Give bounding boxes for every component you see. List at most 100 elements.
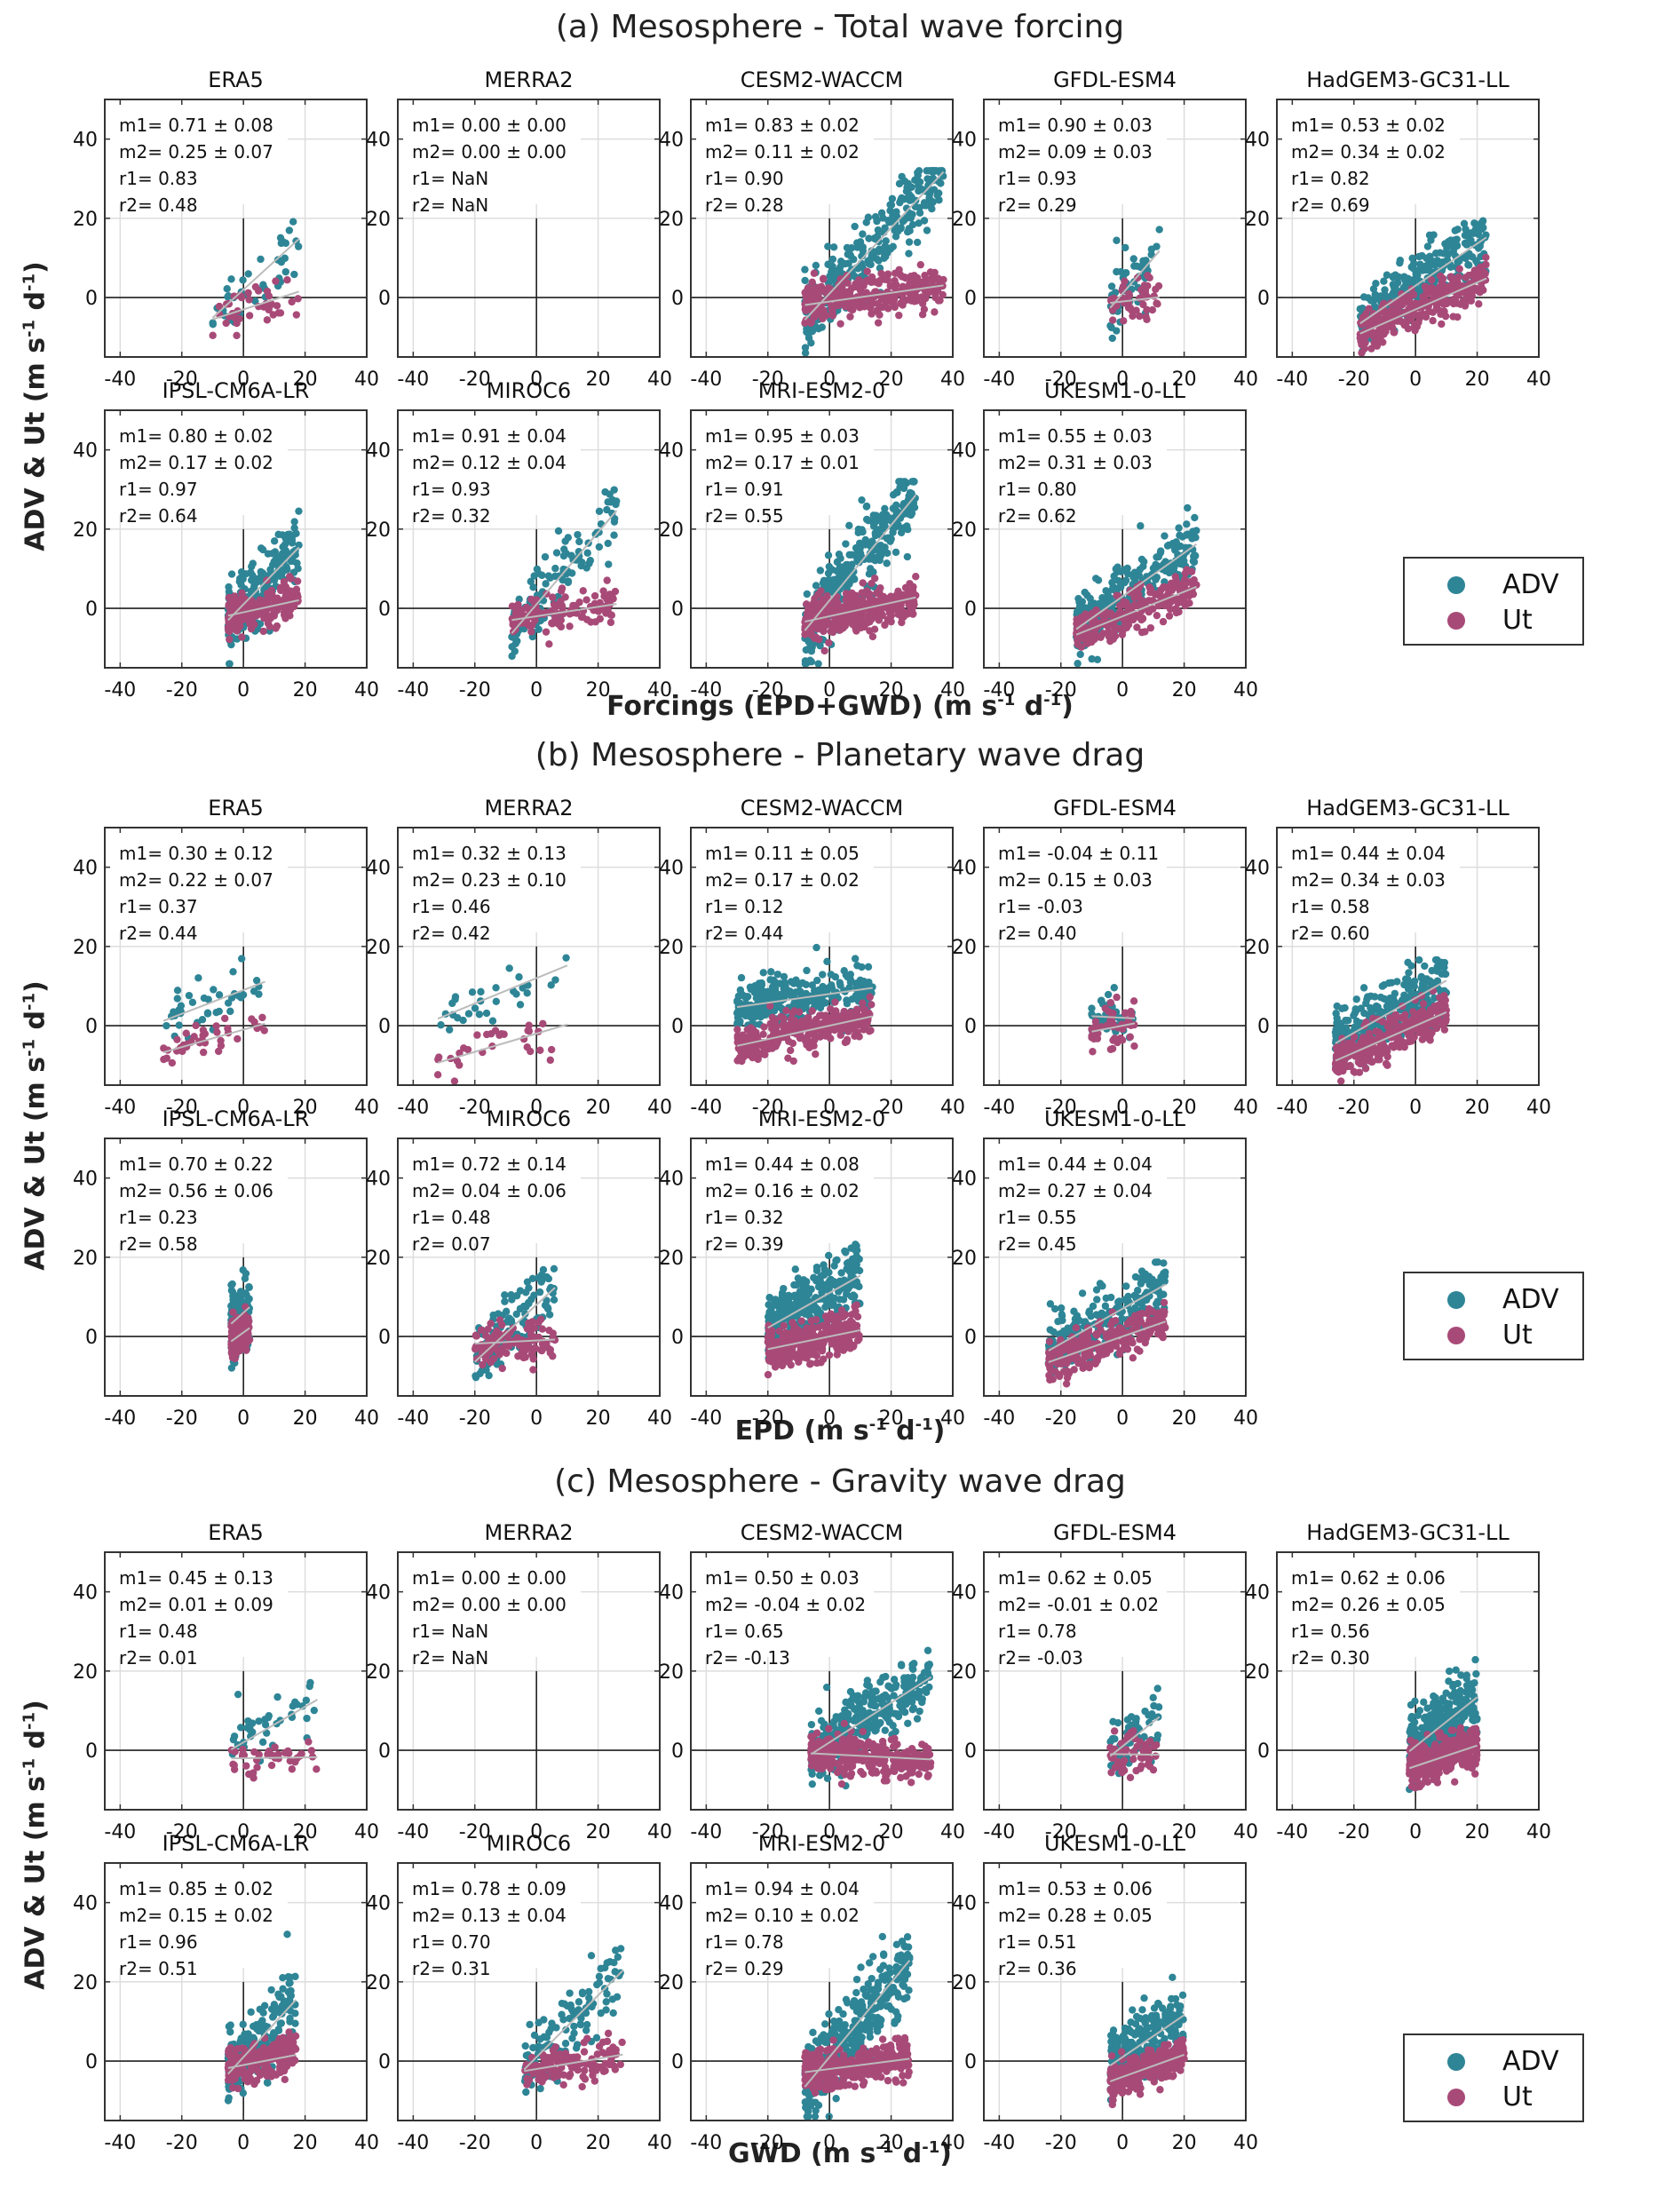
x-tick-label: 20 [1172, 679, 1197, 702]
adv-point [879, 214, 887, 222]
y-tick-label: 20 [952, 937, 977, 959]
legend-a: ADV Ut [1403, 557, 1584, 646]
ut-point [828, 312, 837, 320]
x-tick-label: -20 [1338, 369, 1370, 391]
ut-point [491, 1027, 500, 1035]
adv-point [273, 256, 282, 264]
y-tick-label: 40 [659, 130, 684, 152]
adv-point [1472, 257, 1480, 265]
x-tick-label: -40 [397, 1097, 429, 1119]
ut-point [916, 260, 924, 269]
ut-point [743, 1026, 751, 1034]
adv-point [1184, 503, 1192, 512]
adv-point [279, 543, 287, 551]
legend-item-ut: Ut [1405, 1318, 1582, 1353]
ut-point [777, 1012, 785, 1021]
adv-point [471, 1004, 479, 1012]
m1-annotation: m1= 0.53 ± 0.02 [1291, 115, 1446, 136]
ut-point [579, 587, 587, 595]
adv-point [764, 993, 772, 1001]
adv-point [477, 987, 485, 996]
adv-point [851, 955, 860, 963]
adv-point [290, 270, 298, 279]
adv-point [812, 261, 820, 270]
ut-point [849, 299, 857, 308]
ut-point [1118, 601, 1126, 609]
x-tick-label: 40 [1526, 369, 1551, 391]
ut-point [1130, 1042, 1138, 1050]
adv-point [920, 217, 929, 225]
adv-point [516, 1001, 525, 1009]
adv-point [1451, 239, 1459, 247]
m1-annotation: m1= 0.55 ± 0.03 [998, 425, 1153, 447]
ut-point [234, 1035, 242, 1043]
ut-point [1082, 610, 1090, 618]
ut-point [1089, 1048, 1097, 1056]
adv-point [1381, 286, 1389, 294]
x-tick-label: 0 [1116, 679, 1129, 702]
adv-point [1393, 978, 1401, 986]
ut-point [881, 275, 889, 283]
ut-point [1436, 284, 1444, 292]
ut-point [887, 617, 895, 626]
adv-point [227, 570, 236, 578]
m1-annotation: m1= 0.95 ± 0.03 [705, 425, 860, 447]
adv-point [816, 567, 825, 575]
ut-point [868, 310, 876, 318]
adv-point [1466, 229, 1475, 237]
adv-point [515, 973, 523, 981]
r1-annotation: r1= 0.83 [119, 168, 198, 189]
adv-point [1396, 256, 1405, 265]
adv-point [871, 518, 879, 527]
ut-point [912, 292, 921, 301]
adv-point [575, 537, 583, 546]
ut-point [450, 1077, 459, 1085]
ut-point [862, 277, 871, 285]
ut-point [909, 602, 917, 611]
adv-point [935, 196, 943, 204]
m2-annotation: m2= 0.09 ± 0.03 [998, 141, 1153, 163]
adv-point [1404, 975, 1412, 984]
ut-point [182, 1029, 190, 1037]
adv-point [475, 1011, 484, 1019]
ut-point [852, 1005, 861, 1013]
adv-point [801, 276, 809, 285]
adv-point [747, 985, 755, 994]
adv-point [864, 963, 873, 971]
section-title-b: (b) Mesosphere - Planetary wave drag [535, 737, 1145, 773]
adv-point [851, 575, 859, 583]
ut-point [1438, 320, 1446, 329]
ut-point [1358, 349, 1366, 357]
adv-point [527, 577, 535, 586]
adv-point [225, 660, 234, 668]
stats-background [403, 105, 581, 204]
ut-point [812, 1050, 820, 1058]
adv-point [226, 1007, 234, 1016]
ut-point [1394, 305, 1402, 313]
x-tick-label: 40 [940, 369, 965, 391]
ut-point [763, 1041, 771, 1049]
legend-item-ut: Ut [1405, 2080, 1582, 2115]
r1-annotation: r1= 0.46 [412, 896, 491, 917]
adv-point [1113, 236, 1121, 244]
r2-annotation: r2= 0.42 [412, 923, 491, 944]
adv-point [803, 659, 812, 667]
ut-point [788, 1039, 797, 1048]
m1-annotation: m1= 0.11 ± 0.05 [705, 843, 860, 864]
y-tick-label: 20 [659, 209, 684, 231]
ut-point [557, 598, 565, 606]
ut-point [878, 303, 887, 312]
legend-label: ADV [1502, 569, 1559, 600]
y-tick-label: 40 [952, 858, 977, 880]
adv-point [185, 991, 194, 1000]
ut-point [1156, 591, 1165, 599]
ut-point [1446, 284, 1455, 293]
adv-point [257, 255, 265, 264]
y-tick-label: 40 [366, 130, 391, 152]
ut-point [842, 288, 851, 297]
adv-point [492, 997, 501, 1006]
